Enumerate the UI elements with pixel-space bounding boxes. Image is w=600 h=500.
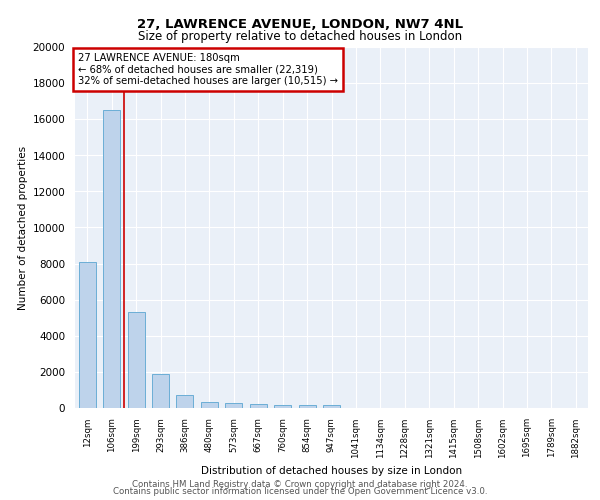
Bar [323, 405, 340, 407]
Text: 27, LAWRENCE AVENUE, LONDON, NW7 4NL: 27, LAWRENCE AVENUE, LONDON, NW7 4NL [137, 18, 463, 30]
Y-axis label: Number of detached properties: Number of detached properties [19, 146, 28, 310]
Bar [128, 312, 145, 408]
Text: Contains HM Land Registry data © Crown copyright and database right 2024.: Contains HM Land Registry data © Crown c… [132, 480, 468, 489]
Bar [250, 404, 267, 407]
Bar [103, 110, 120, 408]
Bar [274, 404, 291, 407]
Text: 27 LAWRENCE AVENUE: 180sqm
← 68% of detached houses are smaller (22,319)
32% of : 27 LAWRENCE AVENUE: 180sqm ← 68% of deta… [77, 53, 338, 86]
Text: Contains public sector information licensed under the Open Government Licence v3: Contains public sector information licen… [113, 487, 487, 496]
Bar [299, 404, 316, 407]
Bar [176, 395, 193, 407]
Text: Size of property relative to detached houses in London: Size of property relative to detached ho… [138, 30, 462, 43]
Bar [152, 374, 169, 408]
X-axis label: Distribution of detached houses by size in London: Distribution of detached houses by size … [201, 466, 462, 476]
Bar [201, 402, 218, 407]
Bar [79, 262, 96, 408]
Bar [225, 404, 242, 407]
